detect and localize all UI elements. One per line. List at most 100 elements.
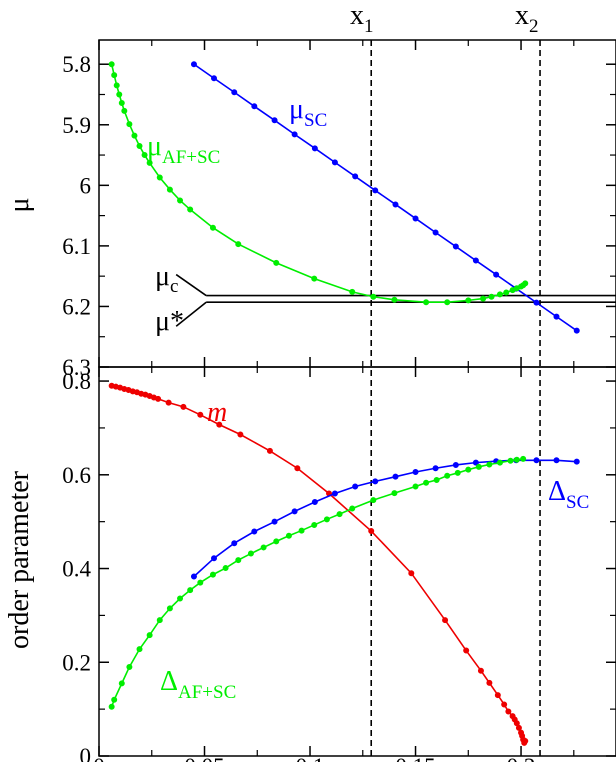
bottom-data-point — [266, 447, 273, 454]
x2-label: x2 — [515, 0, 539, 37]
top-series-line-μSC — [193, 63, 578, 332]
bottom-data-point — [370, 497, 377, 504]
bottom-data-point — [197, 579, 204, 586]
bottom-data-point — [216, 421, 223, 428]
top-data-point — [488, 293, 495, 300]
top-data-point — [273, 259, 280, 266]
top-data-point — [522, 280, 529, 287]
bottom-data-point — [237, 431, 244, 438]
top-data-point — [444, 299, 451, 306]
delta-sc-label: ΔSC — [548, 476, 589, 513]
bottom-ytick-label: 0.6 — [62, 463, 91, 488]
top-data-point — [156, 174, 163, 181]
bottom-ticks: 0 0.05 0.1 0.15 0.2 0 0.2 0.4 0.6 0.8 — [62, 367, 616, 762]
bottom-data-point — [553, 457, 560, 464]
top-data-point — [141, 152, 148, 159]
bottom-data-point — [475, 463, 482, 470]
top-data-point — [349, 288, 356, 295]
bottom-data-point — [197, 411, 204, 418]
bottom-xtick-label: 0.15 — [395, 754, 435, 762]
bottom-data-point — [298, 527, 305, 534]
mu-c-label: μc — [155, 261, 178, 297]
bottom-xtick-label: 0.1 — [296, 754, 325, 762]
top-data-point — [113, 82, 120, 89]
top-data-point — [118, 99, 125, 106]
bottom-data-point — [271, 518, 278, 525]
top-data-point — [271, 117, 278, 124]
top-data-point — [111, 72, 118, 79]
top-data-point — [108, 61, 115, 68]
top-ytick-label: 6.3 — [62, 355, 91, 380]
mu-star-label: μ* — [155, 306, 184, 337]
bottom-ytick-label: 0 — [80, 744, 92, 762]
mu-c-pointer — [175, 273, 207, 297]
mu-star-pointer — [175, 301, 207, 327]
top-data-point — [432, 229, 439, 236]
bottom-data-point — [442, 617, 449, 624]
bottom-data-point — [501, 701, 508, 708]
top-ticks: 5.8 5.9 6 6.1 6.2 6.3 — [62, 40, 616, 380]
top-data-point — [209, 224, 216, 231]
bottom-xtick-label: 0.05 — [184, 754, 224, 762]
bottom-data-point — [180, 403, 187, 410]
top-data-point — [412, 215, 419, 222]
bottom-ytick-label: 0.8 — [62, 369, 91, 394]
bottom-data-point — [136, 646, 143, 653]
top-data-point — [311, 275, 318, 282]
bottom-data-point — [251, 528, 258, 535]
bottom-data-point — [423, 479, 430, 486]
bottom-data-point — [285, 532, 292, 539]
top-data-point — [291, 131, 298, 138]
bottom-data-point — [513, 456, 520, 463]
bottom-data-point — [477, 667, 484, 674]
bottom-ytick-label: 0.4 — [62, 557, 91, 582]
bottom-data-point — [126, 663, 133, 670]
bottom-data-point — [432, 465, 439, 472]
bottom-data-point — [222, 565, 229, 572]
horizontal-reference-lines — [175, 273, 616, 327]
bottom-data-point — [260, 544, 267, 551]
top-data-point — [251, 103, 258, 110]
bottom-data-point — [486, 679, 493, 686]
bottom-data-point — [211, 555, 218, 562]
top-data-point — [136, 142, 143, 149]
bottom-data-point — [336, 511, 343, 518]
top-data-point — [465, 297, 472, 304]
top-data-point — [573, 327, 580, 334]
bottom-data-point — [294, 465, 301, 472]
bottom-data-point — [146, 632, 153, 639]
top-data-point — [331, 159, 338, 166]
bottom-data-point — [496, 459, 503, 466]
bottom-data-point — [573, 458, 580, 465]
bottom-data-point — [190, 573, 197, 580]
bottom-data-point — [520, 455, 527, 462]
mu-sc-label: μSC — [289, 94, 327, 131]
bottom-data-point — [391, 490, 398, 497]
top-data-point — [121, 107, 128, 114]
bottom-data-point — [507, 457, 514, 464]
top-series-line-μAF+SC — [110, 64, 526, 304]
top-ytick-label: 6.2 — [62, 294, 91, 319]
top-data-point — [496, 291, 503, 298]
bottom-data-point — [311, 498, 318, 505]
top-data-point — [370, 293, 377, 300]
bottom-data-point — [494, 692, 501, 699]
bottom-data-point — [111, 696, 118, 703]
bottom-data-point — [522, 738, 529, 745]
x1-label: x1 — [350, 0, 374, 37]
top-data-point — [166, 186, 173, 193]
bottom-data-point — [472, 459, 479, 466]
top-data-point — [177, 197, 184, 204]
bottom-data-point — [108, 703, 115, 710]
bottom-data-point — [166, 605, 173, 612]
bottom-data-point — [392, 473, 399, 480]
top-data-point — [392, 201, 399, 208]
top-data-point — [503, 289, 510, 296]
dashed-vertical-lines — [370, 40, 541, 756]
top-data-point — [493, 271, 500, 278]
bottom-data-point — [454, 469, 461, 476]
top-y-axis-label: μ — [4, 197, 35, 212]
data-series — [108, 61, 580, 746]
bottom-data-point — [352, 483, 359, 490]
